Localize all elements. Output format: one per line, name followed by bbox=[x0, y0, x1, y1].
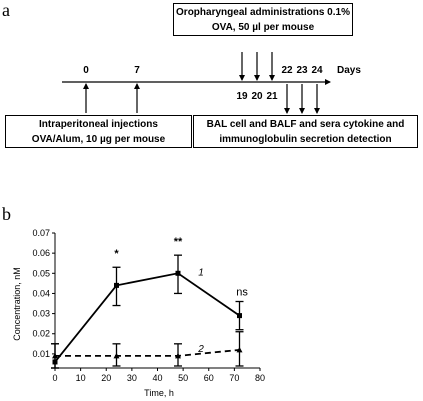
significance-annotation: * bbox=[114, 248, 119, 260]
concentration-chart: 0.01 0.02 0.03 0.04 0.05 0.06 0.07 0 10 20 30 40 50 6… bbox=[12, 228, 265, 398]
series-2-point bbox=[236, 346, 243, 353]
oropharyngeal-line2: OVA, 50 µl per mouse bbox=[211, 22, 315, 33]
series-1-line bbox=[54, 272, 241, 363]
series-2-point bbox=[52, 352, 58, 359]
series-1-label: 1 bbox=[198, 267, 204, 278]
oropharyngeal-box: Oropharyngeal administrations 0.1% OVA, … bbox=[173, 3, 353, 36]
significance-annotation: ns bbox=[236, 286, 248, 298]
y-tick-label: 0.05 bbox=[32, 268, 50, 278]
day-label-23: 23 bbox=[296, 65, 308, 76]
series-1-point bbox=[175, 270, 181, 276]
series-2-point bbox=[175, 352, 181, 359]
y-tick-label: 0.01 bbox=[32, 349, 50, 359]
day-label-0: 0 bbox=[83, 65, 89, 76]
y-tick-label: 0.06 bbox=[32, 248, 50, 258]
chart-axes: 0.01 0.02 0.03 0.04 0.05 0.06 0.07 0 10 20 30 40 50 6… bbox=[32, 228, 265, 383]
series-1-point bbox=[114, 282, 119, 288]
detection-box: BAL cell and BALF and sera cytokine and … bbox=[193, 115, 418, 148]
chart-plot-area: 12***ns bbox=[51, 236, 248, 369]
day-label-19: 19 bbox=[236, 91, 248, 102]
detection-line2: immunoglobulin secretion detection bbox=[219, 134, 392, 145]
day-label-21: 21 bbox=[266, 91, 278, 102]
x-tick-label: 60 bbox=[204, 373, 214, 383]
panel-b-label: b bbox=[2, 204, 11, 224]
x-tick-label: 50 bbox=[178, 373, 188, 383]
intraperitoneal-line1: Intraperitoneal injections bbox=[39, 119, 158, 130]
x-tick-label: 30 bbox=[127, 373, 137, 383]
series-1-point bbox=[237, 313, 242, 319]
x-tick-label: 70 bbox=[229, 373, 239, 383]
day-label-22: 22 bbox=[281, 65, 293, 76]
day-label-7: 7 bbox=[134, 65, 140, 76]
x-tick-label: 10 bbox=[76, 373, 86, 383]
x-tick-label: 40 bbox=[152, 373, 162, 383]
y-axis-label: Concentration, nM bbox=[12, 267, 22, 341]
y-tick-label: 0.04 bbox=[32, 288, 50, 298]
y-tick-label: 0.07 bbox=[32, 228, 50, 238]
significance-annotation: ** bbox=[174, 236, 183, 248]
oropharyngeal-line1: Oropharyngeal administrations 0.1% bbox=[176, 7, 350, 18]
x-tick-label: 0 bbox=[52, 373, 57, 383]
detection-line1: BAL cell and BALF and sera cytokine and bbox=[206, 119, 405, 130]
timeline-diagram: 0 7 22 23 24 19 20 21 Days bbox=[62, 52, 361, 114]
y-tick-label: 0.03 bbox=[32, 309, 50, 319]
x-axis-label: Time, h bbox=[144, 388, 174, 398]
series-2-label: 2 bbox=[197, 344, 204, 355]
x-tick-label: 80 bbox=[255, 373, 265, 383]
series-2-point bbox=[113, 352, 120, 359]
day-label-20: 20 bbox=[251, 91, 263, 102]
intraperitoneal-box: Intraperitoneal injections OVA/Alum, 10 … bbox=[5, 115, 192, 148]
days-unit-label: Days bbox=[337, 65, 361, 76]
series-2-line bbox=[55, 348, 240, 357]
day-label-24: 24 bbox=[311, 65, 323, 76]
intraperitoneal-line2: OVA/Alum, 10 µg per mouse bbox=[31, 134, 166, 145]
x-tick-label: 20 bbox=[101, 373, 111, 383]
panel-a-label: a bbox=[2, 0, 10, 20]
y-tick-label: 0.02 bbox=[32, 329, 50, 339]
